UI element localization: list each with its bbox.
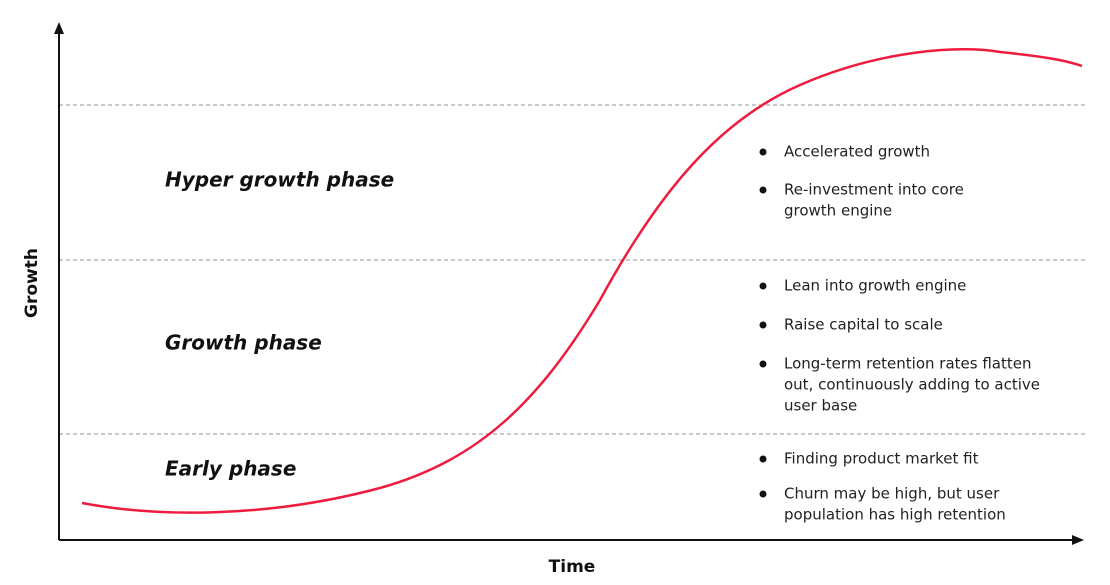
x-axis-arrow (1072, 535, 1084, 545)
bullet-text: out, continuously adding to active (784, 376, 1040, 394)
x-axis-label: Time (549, 557, 596, 577)
bullet-text: Finding product market fit (784, 450, 979, 468)
bullet-text: user base (784, 397, 857, 415)
bullet-text: Lean into growth engine (784, 277, 966, 295)
bullet-text: Raise capital to scale (784, 316, 943, 334)
bullet-text: Accelerated growth (784, 143, 930, 161)
bullet-dot (759, 321, 767, 329)
y-axis-label: Growth (22, 248, 42, 318)
bullet-text: population has high retention (784, 506, 1006, 524)
phase-label: Hyper growth phase (165, 168, 394, 192)
bullet-text: growth engine (784, 202, 892, 220)
bullet-dot (759, 148, 767, 156)
bullet-text: Re-investment into core (784, 181, 964, 199)
y-axis-arrow (54, 22, 64, 34)
phase-label: Early phase (165, 457, 296, 481)
bullet-dot (759, 282, 767, 290)
bullet-text: Long-term retention rates flatten (784, 355, 1031, 373)
bullet-dot (759, 186, 767, 194)
bullet-dot (759, 360, 767, 368)
bullet-dot (759, 455, 767, 463)
phase-dividers (59, 104, 1085, 435)
growth-curve (81, 48, 1083, 514)
bullet-text: Churn may be high, but user (784, 485, 1000, 503)
phase-label: Growth phase (165, 331, 322, 355)
bullet-dot (759, 490, 767, 498)
